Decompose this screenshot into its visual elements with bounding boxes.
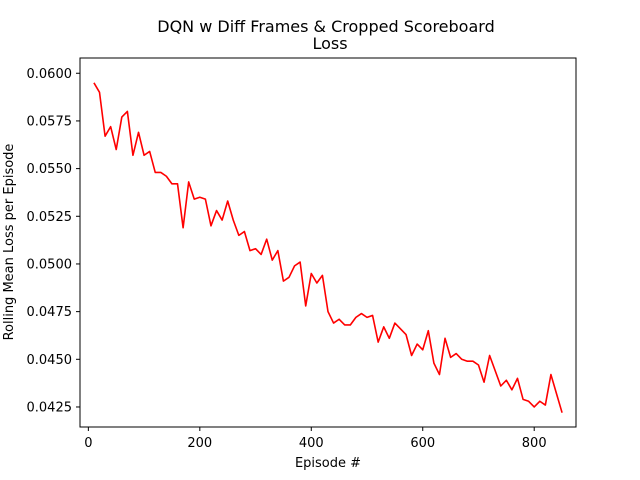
- x-tick-label: 600: [410, 436, 435, 451]
- x-tick-label: 0: [84, 436, 92, 451]
- x-tick-label: 400: [299, 436, 324, 451]
- x-tick-label: 200: [187, 436, 212, 451]
- x-tick-label: 800: [522, 436, 547, 451]
- y-tick-label: 0.0525: [27, 210, 73, 225]
- y-axis-label: Rolling Mean Loss per Episode: [2, 144, 17, 341]
- y-tick-label: 0.0450: [27, 353, 73, 368]
- y-tick-label: 0.0475: [27, 305, 73, 320]
- y-tick-label: 0.0500: [27, 257, 73, 272]
- y-tick-label: 0.0600: [27, 67, 73, 82]
- chart-subtitle: Loss: [312, 34, 347, 53]
- y-tick-label: 0.0575: [27, 114, 73, 129]
- y-tick-label: 0.0550: [27, 162, 73, 177]
- y-tick-label: 0.0425: [27, 400, 73, 415]
- x-axis-label: Episode #: [295, 456, 361, 471]
